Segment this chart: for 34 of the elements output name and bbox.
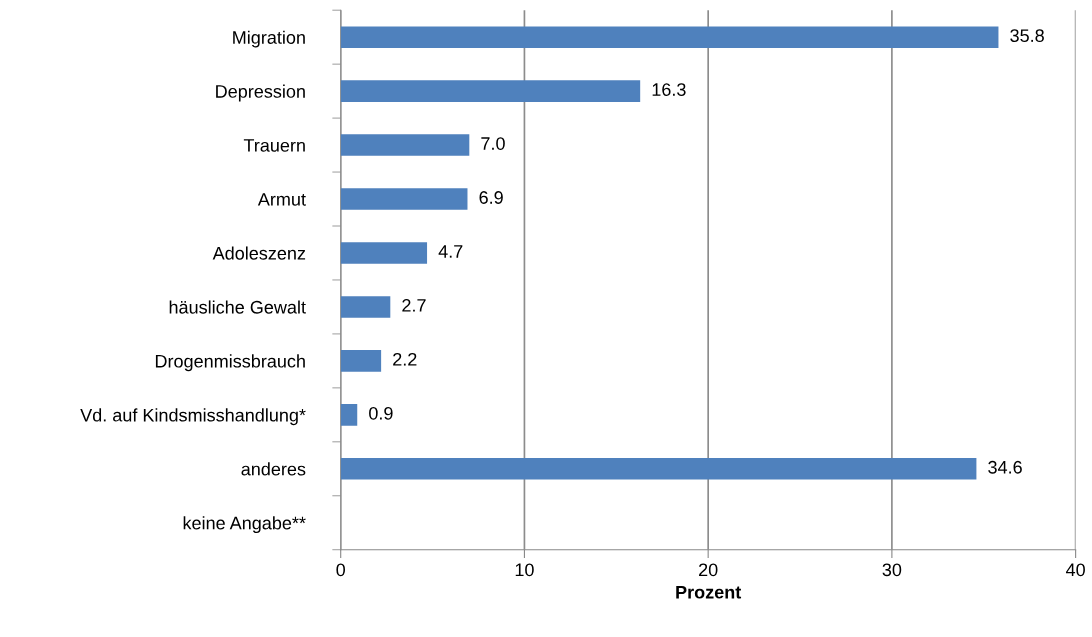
y-tick-label: Adoleszenz (212, 246, 306, 260)
y-tick-label: Depression (216, 84, 305, 102)
y-tick-label: Trauern (243, 139, 305, 152)
y-tick-label: anderes (241, 462, 306, 476)
x-tick-label: 20 (699, 563, 718, 577)
data-label: 35.8 (1010, 29, 1044, 43)
data-label: 34.6 (988, 460, 1022, 474)
bar (340, 26, 999, 48)
data-label: 2.2 (393, 352, 417, 366)
x-tick-label: 0 (336, 563, 346, 577)
bar (340, 188, 468, 210)
bar (340, 80, 641, 102)
data-label: 6.9 (479, 191, 503, 204)
y-tick-label: keine Angabe** (183, 516, 306, 534)
bar (340, 458, 977, 480)
bar (340, 242, 428, 264)
bar (340, 350, 382, 372)
y-tick-label: Drogenmissbrauch (155, 354, 305, 372)
x-tick-label: 30 (882, 563, 902, 577)
data-label: 7.0 (481, 137, 505, 150)
data-label: 16.3 (652, 83, 686, 96)
bar (340, 134, 470, 156)
data-label: 4.7 (438, 245, 463, 258)
bar (340, 296, 391, 318)
y-tick-label: Vd. auf Kindsmisshandlung* (80, 408, 306, 426)
y-tick-label: Migration (233, 30, 305, 48)
x-axis-title: Prozent (676, 585, 742, 599)
y-tick-label: häusliche Gewalt (169, 300, 306, 314)
data-label: 0.9 (369, 406, 393, 420)
x-tick-label: 10 (515, 563, 534, 577)
data-label: 2.7 (402, 299, 426, 312)
x-tick-label: 40 (1065, 563, 1085, 577)
y-tick-label: Armut (257, 193, 306, 206)
bar (340, 404, 358, 426)
